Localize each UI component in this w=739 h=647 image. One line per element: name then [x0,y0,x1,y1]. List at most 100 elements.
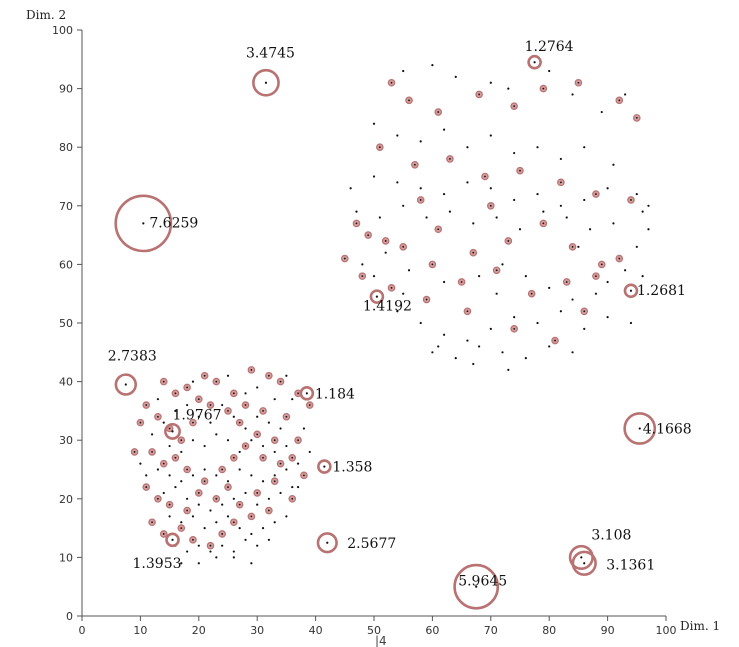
data-point [559,204,562,207]
outlier-score-label: 1.2681 [637,283,686,299]
data-point [583,327,586,330]
outlier-data-point [629,289,633,292]
data-point-center [600,263,603,266]
data-point [507,87,510,90]
data-point [489,134,492,137]
data-point [145,474,148,477]
data-point [256,544,259,547]
data-point-center [303,474,305,477]
data-point-center [157,415,159,418]
data-point [232,556,235,559]
data-point [156,468,160,471]
data-point-center [635,117,638,119]
data-point [431,351,434,354]
data-point [250,439,253,442]
data-point [442,333,446,336]
data-point [267,497,270,500]
data-point [261,444,265,448]
data-point [513,198,516,202]
data-point [226,515,230,518]
data-point [221,503,224,506]
data-point [291,485,294,489]
data-point-center [361,275,364,278]
data-point [285,468,288,471]
data-point [542,210,545,213]
data-point [174,409,177,412]
data-point [267,538,270,541]
axes: 0 10 20 30 40 50 60 70 80 90 100 0 10 20 30 40 50 60 70 80 9… [52,24,677,637]
data-point-center [192,421,194,424]
data-point [221,544,224,547]
data-point [571,298,574,301]
data-point-center [162,533,165,535]
data-point [261,480,265,483]
data-point-center [478,93,481,96]
data-point [641,275,644,278]
data-point [302,427,306,430]
data-point [209,509,212,512]
outlier-score-circle [114,194,173,253]
outlier-score-circle [164,422,181,440]
outlier-score-circle [571,550,597,576]
data-point-center [209,404,212,406]
data-point-center [174,392,177,395]
x-tick-label: 80 [542,624,556,637]
data-point-center [244,445,247,447]
y-axis-title: Dim. 2 [26,8,66,22]
data-point [256,415,259,418]
outlier-score-circle [252,68,280,97]
data-point [536,192,539,196]
data-point [285,374,288,377]
data-point-center [285,415,288,418]
data-point-center [343,257,346,260]
outlier-circles [114,54,657,610]
outlier-data-point [305,392,308,395]
data-point-center [232,392,235,395]
data-point [454,75,457,78]
data-point [238,468,241,471]
data-point [583,198,586,202]
data-point [250,562,253,565]
data-point-center [542,222,545,225]
data-point [273,521,276,524]
data-point [548,345,551,348]
outlier-score-label: 1.184 [315,386,355,402]
data-point [162,421,165,424]
outlier-data-point [264,81,268,84]
data-point-center [186,509,189,512]
data-point-center [209,544,212,547]
data-point-center [244,404,247,406]
data-point-center [291,497,294,500]
outlier-score-circle [527,54,542,70]
data-point [256,503,259,506]
data-point [442,192,446,196]
data-point [203,468,206,471]
data-point-center [256,492,259,494]
data-point [396,310,399,313]
outlier-score-label: 2.5677 [347,536,396,552]
data-point [180,480,183,483]
data-point [244,427,247,430]
y-tick-label: 50 [59,317,73,330]
outlier-score-label: 1.9767 [173,407,222,423]
data-point [466,339,469,342]
data-point [273,474,276,477]
x-tick-label: 50 [367,624,381,637]
outlier-data-point [475,585,478,588]
data-point [647,228,650,231]
data-point-center [145,404,148,406]
data-point-center [203,480,206,483]
data-point-center [279,462,282,465]
data-point [536,146,539,149]
y-tick-label: 20 [59,493,73,506]
data-point [191,474,195,477]
outlier-data-point [583,562,586,565]
y-tick-label: 70 [59,200,73,213]
outlier-score-label: 3.1361 [606,557,655,573]
data-point-center [460,281,463,283]
data-point-center [267,374,270,377]
data-point [180,450,183,454]
data-point [513,151,516,155]
data-point [197,503,200,506]
outlier-data-point [323,465,326,468]
